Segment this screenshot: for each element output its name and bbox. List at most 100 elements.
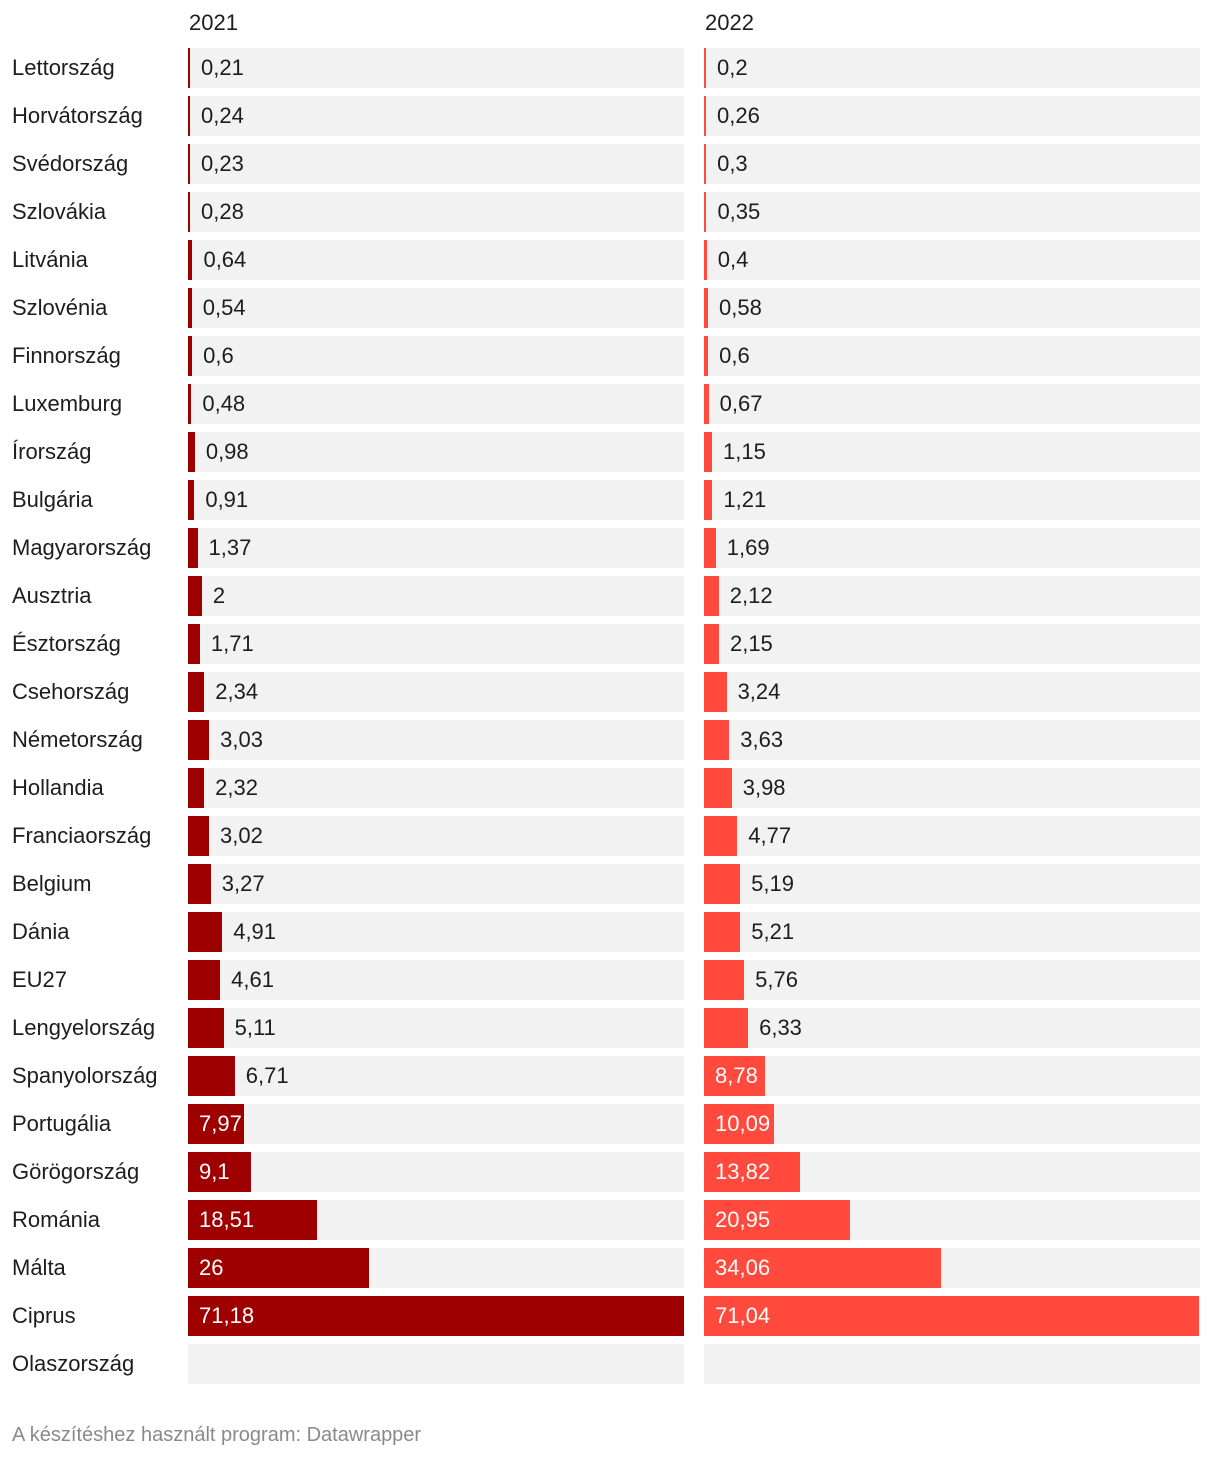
- bar-track-2022: 8,78: [704, 1056, 1200, 1096]
- chart-row: Litvánia 0,64 0,4: [0, 240, 1220, 280]
- bar-2022: [704, 768, 732, 808]
- bar-track-2022: 13,82: [704, 1152, 1200, 1192]
- category-label: Görögország: [12, 1159, 140, 1184]
- bar-2022: [704, 912, 741, 952]
- category-label: Luxemburg: [12, 391, 123, 416]
- value-label: 0,91: [205, 487, 249, 512]
- bar-track-2022: 0,67: [704, 384, 1200, 424]
- bar-track-2021: 0,6: [188, 336, 684, 376]
- chart-row: Spanyolország 6,71 8,78: [0, 1056, 1220, 1096]
- bar-2021: [188, 1296, 684, 1336]
- bar-track-2022: 3,63: [704, 720, 1200, 760]
- chart-row: EU27 4,61 5,76: [0, 960, 1220, 1000]
- value-label: 3,03: [220, 727, 263, 752]
- bar-track-2022: 0,4: [704, 240, 1200, 280]
- value-label: 3,98: [742, 775, 786, 800]
- bar-track-2022: 3,24: [704, 672, 1200, 712]
- bar-2022: [704, 1248, 942, 1288]
- bar-track-2022: 0,26: [704, 96, 1200, 136]
- value-label: 2,32: [215, 775, 258, 800]
- bar-2022: [704, 432, 712, 472]
- chart-row: Belgium 3,27 5,19: [0, 864, 1220, 904]
- bar-track-2021: 0,54: [188, 288, 684, 328]
- value-label: 1,71: [210, 631, 254, 656]
- chart-row: Svédország 0,23 0,3: [0, 144, 1220, 184]
- category-label: Finnország: [12, 343, 121, 368]
- chart-row: Finnország 0,6 0,6: [0, 336, 1220, 376]
- bar-2022: [704, 1152, 801, 1192]
- chart-row: Csehország 2,34 3,24: [0, 672, 1220, 712]
- bar-2021: [188, 144, 190, 184]
- value-label: 3,02: [220, 823, 263, 848]
- value-label: 0,58: [719, 295, 762, 320]
- value-label: 1,21: [723, 487, 767, 512]
- bar-track-2021: 4,91: [188, 912, 684, 952]
- chart-row: Észtország 1,71 2,15: [0, 624, 1220, 664]
- bar-track-2022: 5,19: [704, 864, 1200, 904]
- category-label: Ciprus: [12, 1303, 76, 1328]
- column-header-2021: 2021: [189, 10, 238, 35]
- column-header-2022: 2022: [705, 10, 754, 35]
- chart-row: Görögország 9,1 13,82: [0, 1152, 1220, 1192]
- value-label: 3,27: [221, 871, 265, 896]
- bar-track-2022: 0,3: [704, 144, 1200, 184]
- category-label: Hollandia: [12, 775, 104, 800]
- bar-track-2022: 3,98: [704, 768, 1200, 808]
- category-label: Magyarország: [12, 535, 152, 560]
- category-label: Románia: [12, 1207, 101, 1232]
- bar-2021: [188, 336, 193, 376]
- bar-track-2022: 10,09: [704, 1104, 1200, 1144]
- bar-2022: [704, 1056, 766, 1096]
- value-label: 8,78: [715, 1063, 758, 1088]
- bar-track-2021: 0,23: [188, 144, 684, 184]
- value-label: 0,54: [202, 295, 246, 320]
- value-label: 6,71: [245, 1063, 289, 1088]
- category-label: Belgium: [12, 871, 92, 896]
- category-label: Olaszország: [12, 1351, 135, 1376]
- bar-track-2022: 4,77: [704, 816, 1200, 856]
- category-label: Észtország: [12, 631, 121, 656]
- value-label: 9,1: [199, 1159, 230, 1184]
- value-label: 71,04: [715, 1303, 771, 1328]
- bar-track-2021: 2,34: [188, 672, 684, 712]
- value-label: 0,6: [203, 343, 234, 368]
- category-label: Dánia: [12, 919, 70, 944]
- category-label: Málta: [12, 1255, 66, 1280]
- bar-track-2021: 26: [188, 1248, 684, 1288]
- bar-track-2021: 2,32: [188, 768, 684, 808]
- bar-2021: [188, 1248, 370, 1288]
- category-label: Svédország: [12, 151, 129, 176]
- category-label: Ausztria: [12, 583, 92, 608]
- chart-row: Ciprus 71,18 71,04: [0, 1296, 1220, 1336]
- category-label: Litvánia: [12, 247, 88, 272]
- value-label: 0,4: [717, 247, 749, 272]
- bar-2021: [188, 288, 192, 328]
- value-label: 0,3: [717, 151, 748, 176]
- bar-2021: [188, 960, 221, 1000]
- value-label: 2,12: [729, 583, 773, 608]
- bar-track-2022: 0,58: [704, 288, 1200, 328]
- bar-track-2021: 4,61: [188, 960, 684, 1000]
- bar-track-2021: 0,24: [188, 96, 684, 136]
- value-label: 0,6: [719, 343, 750, 368]
- value-label: 0,67: [719, 391, 763, 416]
- bar-track-2021: 0,98: [188, 432, 684, 472]
- bar-track-2022: [704, 1344, 1200, 1384]
- bar-2021: [188, 1056, 235, 1096]
- bar-2022: [704, 864, 741, 904]
- value-label: 1,69: [726, 535, 770, 560]
- bar-track-2022: 5,21: [704, 912, 1200, 952]
- value-label: 3,24: [737, 679, 781, 704]
- bar-2021: [188, 1152, 252, 1192]
- value-label: 0,24: [201, 103, 244, 128]
- bar-2021: [188, 48, 190, 88]
- bar-2022: [704, 384, 709, 424]
- bar-chart: 2021 2022 Lettország 0,21 0,2 Horvátország 0…: [0, 10, 1220, 1384]
- chart-row: Hollandia 2,32 3,98: [0, 768, 1220, 808]
- bar-track-2022: 20,95: [704, 1200, 1200, 1240]
- value-label: 18,51: [199, 1207, 255, 1232]
- bar-track-2022: 5,76: [704, 960, 1200, 1000]
- bar-track-2022: 6,33: [704, 1008, 1200, 1048]
- chart-row: Luxemburg 0,48 0,67: [0, 384, 1220, 424]
- bar-track-2021: 1,37: [188, 528, 684, 568]
